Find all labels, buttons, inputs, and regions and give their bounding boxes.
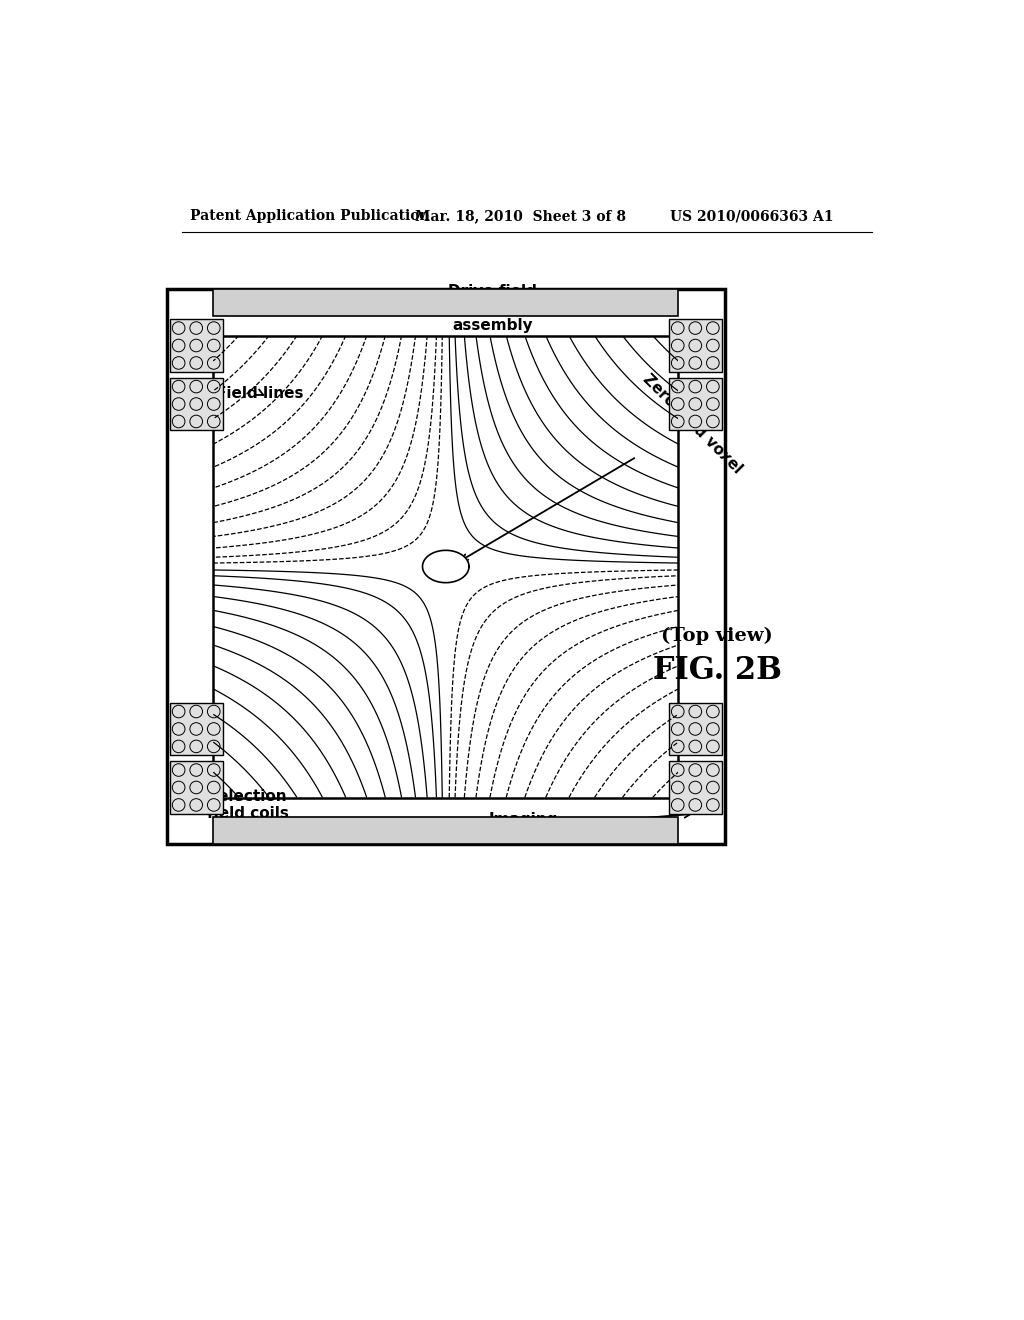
Bar (669, 378, 722, 430)
Text: Selection
field coils: Selection field coils (201, 788, 289, 821)
Text: US 2010/0066363 A1: US 2010/0066363 A1 (671, 209, 834, 223)
Bar (213, 335, 678, 797)
Text: (Top view): (Top view) (662, 627, 773, 645)
Text: Imaging
volume: Imaging volume (488, 812, 690, 845)
Bar (170, 378, 222, 430)
Bar (669, 702, 722, 755)
Text: Mar. 18, 2010  Sheet 3 of 8: Mar. 18, 2010 Sheet 3 of 8 (415, 209, 626, 223)
Text: Patent Application Publication: Patent Application Publication (190, 209, 430, 223)
Bar (167, 289, 725, 843)
Bar (170, 762, 222, 813)
Bar (170, 702, 222, 755)
Text: FIG. 2B: FIG. 2B (652, 655, 781, 686)
Text: Zero field voxel: Zero field voxel (462, 371, 744, 560)
Text: Field lines: Field lines (216, 385, 303, 401)
Bar (213, 817, 678, 843)
Bar (669, 319, 722, 372)
Bar (669, 762, 722, 813)
Bar (170, 319, 222, 372)
Text: Drive field
coil
assembly: Drive field coil assembly (447, 284, 537, 334)
Bar (213, 289, 678, 317)
